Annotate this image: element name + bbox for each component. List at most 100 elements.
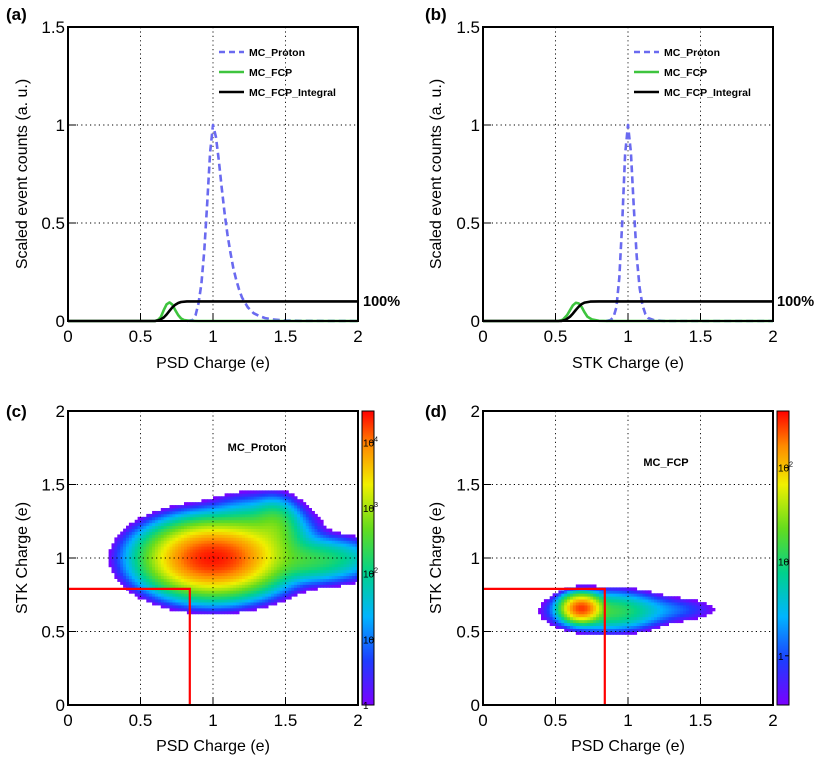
cut-line: [68, 587, 191, 705]
heatmap-cell: [285, 593, 289, 597]
heatmap-cell: [236, 522, 240, 527]
heatmap-cell: [285, 581, 289, 585]
heatmap-cell: [250, 607, 254, 612]
heatmap-cell: [230, 493, 234, 497]
y-tick-label: 1.5: [456, 18, 480, 37]
heatmap-cell: [233, 596, 237, 600]
heatmap-cell: [619, 599, 623, 603]
heatmap-cell: [305, 578, 310, 582]
heatmap-cell: [297, 528, 301, 532]
heatmap-cell: [227, 605, 231, 609]
heatmap-cell: [642, 599, 646, 603]
heatmap-cell: [244, 584, 249, 588]
heatmap-cell: [273, 543, 278, 547]
heatmap-cell: [181, 525, 185, 529]
heatmap-cell: [178, 555, 182, 559]
heatmap-cell: [265, 605, 269, 609]
heatmap-cell: [575, 616, 580, 621]
x-tick-label: 2: [353, 327, 362, 346]
heatmap-cell: [198, 569, 202, 574]
heatmap-cell: [282, 502, 286, 506]
heatmap-cell: [250, 575, 254, 579]
heatmap-cell: [230, 519, 234, 524]
heatmap-cell: [355, 578, 359, 582]
heatmap-cell: [253, 560, 257, 565]
heatmap-cell: [578, 593, 582, 597]
heatmap-cell: [323, 581, 327, 585]
heatmap-cell: [131, 549, 136, 553]
heatmap-cell: [668, 616, 672, 621]
heatmap-cell: [247, 522, 252, 527]
heatmap-cell: [642, 619, 646, 624]
heatmap-cell: [575, 596, 580, 600]
heatmap-cell: [323, 575, 327, 579]
heatmap-cell: [314, 555, 318, 559]
heatmap-cell: [152, 549, 156, 553]
heatmap-cell: [201, 510, 205, 515]
heatmap-cell: [294, 560, 298, 565]
heatmap-cell: [294, 552, 298, 556]
heatmap-cell: [276, 552, 281, 556]
heatmap-cell: [334, 549, 339, 553]
heatmap-cell: [233, 566, 237, 571]
heatmap-cell: [221, 555, 225, 559]
heatmap-cell: [218, 572, 223, 577]
heatmap-cell: [198, 534, 202, 538]
heatmap-cell: [134, 552, 138, 556]
heatmap-cell: [349, 578, 353, 582]
heatmap-cell: [253, 599, 257, 603]
heatmap-cell: [189, 513, 194, 518]
heatmap-cell: [273, 493, 278, 497]
heatmap-cell: [175, 516, 179, 521]
heatmap-cell: [622, 607, 626, 612]
heatmap-cell: [302, 519, 307, 524]
heatmap-cell: [181, 572, 185, 577]
heatmap-cell: [157, 602, 162, 606]
heatmap-cell: [271, 560, 275, 565]
heatmap-cell: [561, 607, 565, 612]
heatmap-cell: [323, 558, 327, 562]
heatmap-cell: [146, 531, 150, 535]
heatmap-cell: [340, 543, 344, 547]
heatmap-cell: [282, 572, 286, 577]
heatmap-cell: [218, 516, 223, 521]
heatmap-cell: [198, 522, 202, 527]
heatmap-cell: [253, 522, 257, 527]
heatmap-cell: [201, 602, 205, 606]
heatmap-cell: [630, 587, 635, 591]
heatmap-cell: [108, 558, 112, 562]
heatmap-cell: [117, 578, 121, 582]
heatmap-cell: [198, 560, 202, 565]
heatmap-cell: [172, 540, 176, 544]
heatmap-cell: [262, 590, 266, 594]
heatmap-cell: [311, 566, 315, 571]
heatmap-cell: [189, 505, 194, 509]
heatmap-cell: [279, 572, 283, 577]
heatmap-cell: [297, 525, 301, 529]
heatmap-cell: [259, 572, 263, 577]
heatmap-cell: [213, 549, 217, 553]
heatmap-cell: [282, 581, 286, 585]
heatmap-cell: [236, 560, 240, 565]
heatmap-cell: [239, 496, 243, 500]
heatmap-cell: [204, 510, 208, 515]
heatmap-cell: [157, 519, 162, 524]
y-axis-title-b: Scaled event counts (a. u.): [428, 79, 445, 269]
heatmap-cell: [204, 578, 208, 582]
heatmap-cell: [123, 540, 127, 544]
heatmap-cell: [227, 510, 231, 515]
heatmap-cell: [619, 596, 623, 600]
heatmap-cell: [297, 534, 301, 538]
heatmap-cell: [285, 575, 289, 579]
heatmap-cell: [334, 581, 339, 585]
heatmap-cell: [201, 558, 205, 562]
heatmap-cell: [285, 508, 289, 512]
heatmap-cell: [143, 531, 147, 535]
heatmap-cell: [561, 613, 565, 618]
heatmap-cell: [297, 508, 301, 512]
heatmap-cell: [291, 496, 295, 500]
heatmap-cell: [213, 572, 217, 577]
heatmap-cell: [285, 505, 289, 509]
heatmap-cell: [331, 575, 336, 579]
heatmap-cell: [163, 540, 167, 544]
